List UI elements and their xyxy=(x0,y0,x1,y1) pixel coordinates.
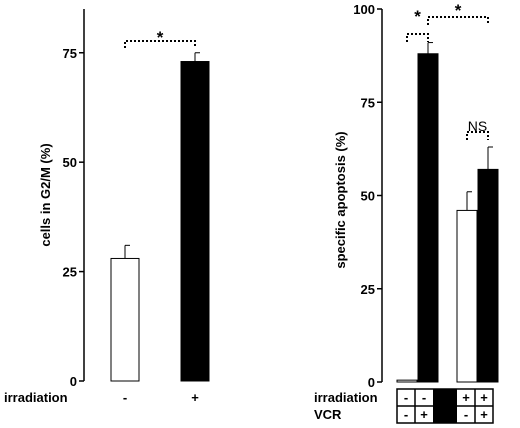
irradiation-value-b-0: - xyxy=(404,390,408,405)
irradiation-label-a: irradiation xyxy=(4,390,68,405)
bar-b-2 xyxy=(456,209,478,383)
significance-bracket-b-0 xyxy=(406,33,429,42)
vcr-value-b-0: - xyxy=(404,407,408,422)
irradiation-label-b: irradiation xyxy=(314,390,378,405)
irradiation-value-a-1: + xyxy=(191,390,199,405)
y-tick-label-a: 75 xyxy=(63,46,77,61)
y-tick-label-a: 0 xyxy=(70,374,77,389)
bar-b-0 xyxy=(396,379,418,383)
significance-bracket-b-1 xyxy=(427,16,489,25)
y-tick-label-b: 0 xyxy=(368,375,375,390)
significance-label-b-1: * xyxy=(455,1,462,20)
y-tick-label-b: 75 xyxy=(361,95,375,110)
significance-label-a: * xyxy=(157,28,164,47)
y-tick-label-a: 50 xyxy=(63,155,77,170)
significance-bracket-b-2 xyxy=(466,131,489,140)
y-tick-label-b: 100 xyxy=(353,2,375,17)
irradiation-value-b-1: - xyxy=(422,390,426,405)
irradiation-value-a-0: - xyxy=(123,390,127,405)
significance-label-b-2: NS xyxy=(468,118,487,134)
irradiation-value-b-3: + xyxy=(480,390,488,405)
vcr-label-b: VCR xyxy=(314,407,342,422)
y-tick-label-a: 25 xyxy=(63,265,77,280)
y-axis-label-b: specific apoptosis (%) xyxy=(333,131,348,268)
y-tick-label-b: 50 xyxy=(361,189,375,204)
bar-b-3 xyxy=(477,168,499,383)
y-tick-label-b: 25 xyxy=(361,282,375,297)
bar-a-1 xyxy=(180,61,210,382)
bar-b-1 xyxy=(417,53,439,383)
irradiation-value-b-2: + xyxy=(462,390,470,405)
significance-label-b-0: * xyxy=(414,7,421,26)
vcr-value-b-3: + xyxy=(480,407,488,422)
vcr-value-b-1: + xyxy=(420,407,428,422)
bar-a-0 xyxy=(110,257,140,382)
significance-bracket-a xyxy=(124,40,196,48)
vcr-value-b-2: - xyxy=(464,407,468,422)
condition-table-separator xyxy=(433,389,457,423)
y-axis-label-a: cells in G2/M (%) xyxy=(38,143,53,246)
